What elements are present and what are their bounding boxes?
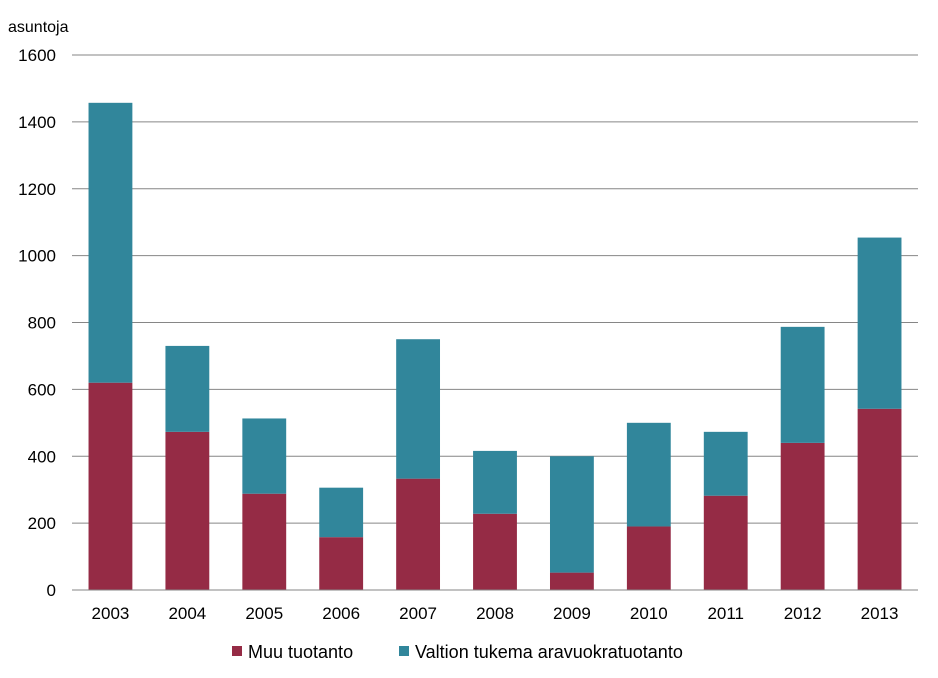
y-tick-label: 400: [28, 447, 56, 466]
bar-valtion-tukema-2006: [319, 487, 364, 538]
bar-muu-tuotanto-2009: [549, 572, 594, 590]
x-tick-label: 2011: [707, 604, 744, 623]
legend-swatch-valtion-tukema: [399, 646, 409, 656]
bar-valtion-tukema-2005: [242, 418, 287, 494]
x-tick-label: 2013: [861, 604, 899, 623]
bar-valtion-tukema-2009: [549, 456, 594, 573]
x-tick-label: 2007: [399, 604, 437, 623]
legend-label-valtion-tukema: Valtion tukema aravuokratuotanto: [415, 642, 683, 662]
bar-muu-tuotanto-2008: [473, 513, 517, 590]
bar-muu-tuotanto-2012: [780, 442, 825, 590]
y-tick-label: 1200: [18, 180, 56, 199]
x-axis-tick-labels: 2003 2004 2005 2006 2007 2008 2009 2010 2011 2012…: [92, 604, 899, 623]
y-tick-label: 0: [47, 581, 56, 600]
y-tick-label: 1000: [18, 247, 56, 266]
gridlines: [72, 54, 918, 524]
bar-muu-tuotanto-2005: [242, 493, 287, 590]
x-tick-label: 2008: [476, 604, 514, 623]
bar-valtion-tukema-2003: [88, 102, 133, 383]
x-tick-label: 2012: [784, 604, 822, 623]
y-tick-label: 800: [28, 314, 56, 333]
bar-valtion-tukema-2004: [165, 345, 210, 432]
bar-muu-tuotanto-2003: [88, 382, 133, 590]
bar-valtion-tukema-2010: [626, 422, 671, 527]
bar-muu-tuotanto-2006: [319, 537, 364, 590]
bar-valtion-tukema-2011: [703, 431, 748, 496]
bar-muu-tuotanto-2013: [857, 408, 902, 590]
x-tick-label: 2006: [322, 604, 360, 623]
bar-muu-tuotanto-2007: [396, 478, 441, 590]
bar-muu-tuotanto-2010: [626, 526, 671, 590]
legend-label-muu-tuotanto: Muu tuotanto: [248, 642, 353, 662]
legend: Muu tuotanto Valtion tukema aravuokratuo…: [232, 642, 683, 662]
y-tick-label: 1600: [18, 46, 56, 65]
y-tick-label: 1400: [18, 113, 56, 132]
bar-valtion-tukema-2007: [396, 339, 441, 479]
bars: [88, 102, 902, 590]
bar-muu-tuotanto-2011: [703, 495, 748, 590]
x-tick-label: 2005: [245, 604, 283, 623]
x-tick-label: 2009: [553, 604, 591, 623]
y-axis-tick-labels: 0 200 400 600 800 1000 1200 1400 1600: [18, 46, 56, 600]
legend-swatch-muu-tuotanto: [232, 646, 242, 656]
y-axis-unit-label: asuntoja: [8, 19, 69, 36]
bar-valtion-tukema-2013: [857, 237, 902, 409]
bar-valtion-tukema-2008: [473, 450, 517, 514]
y-tick-label: 200: [28, 514, 56, 533]
x-tick-label: 2003: [92, 604, 130, 623]
y-tick-label: 600: [28, 380, 56, 399]
x-tick-label: 2010: [630, 604, 668, 623]
x-tick-label: 2004: [168, 604, 206, 623]
bar-valtion-tukema-2012: [780, 326, 825, 443]
bar-muu-tuotanto-2004: [165, 431, 210, 590]
